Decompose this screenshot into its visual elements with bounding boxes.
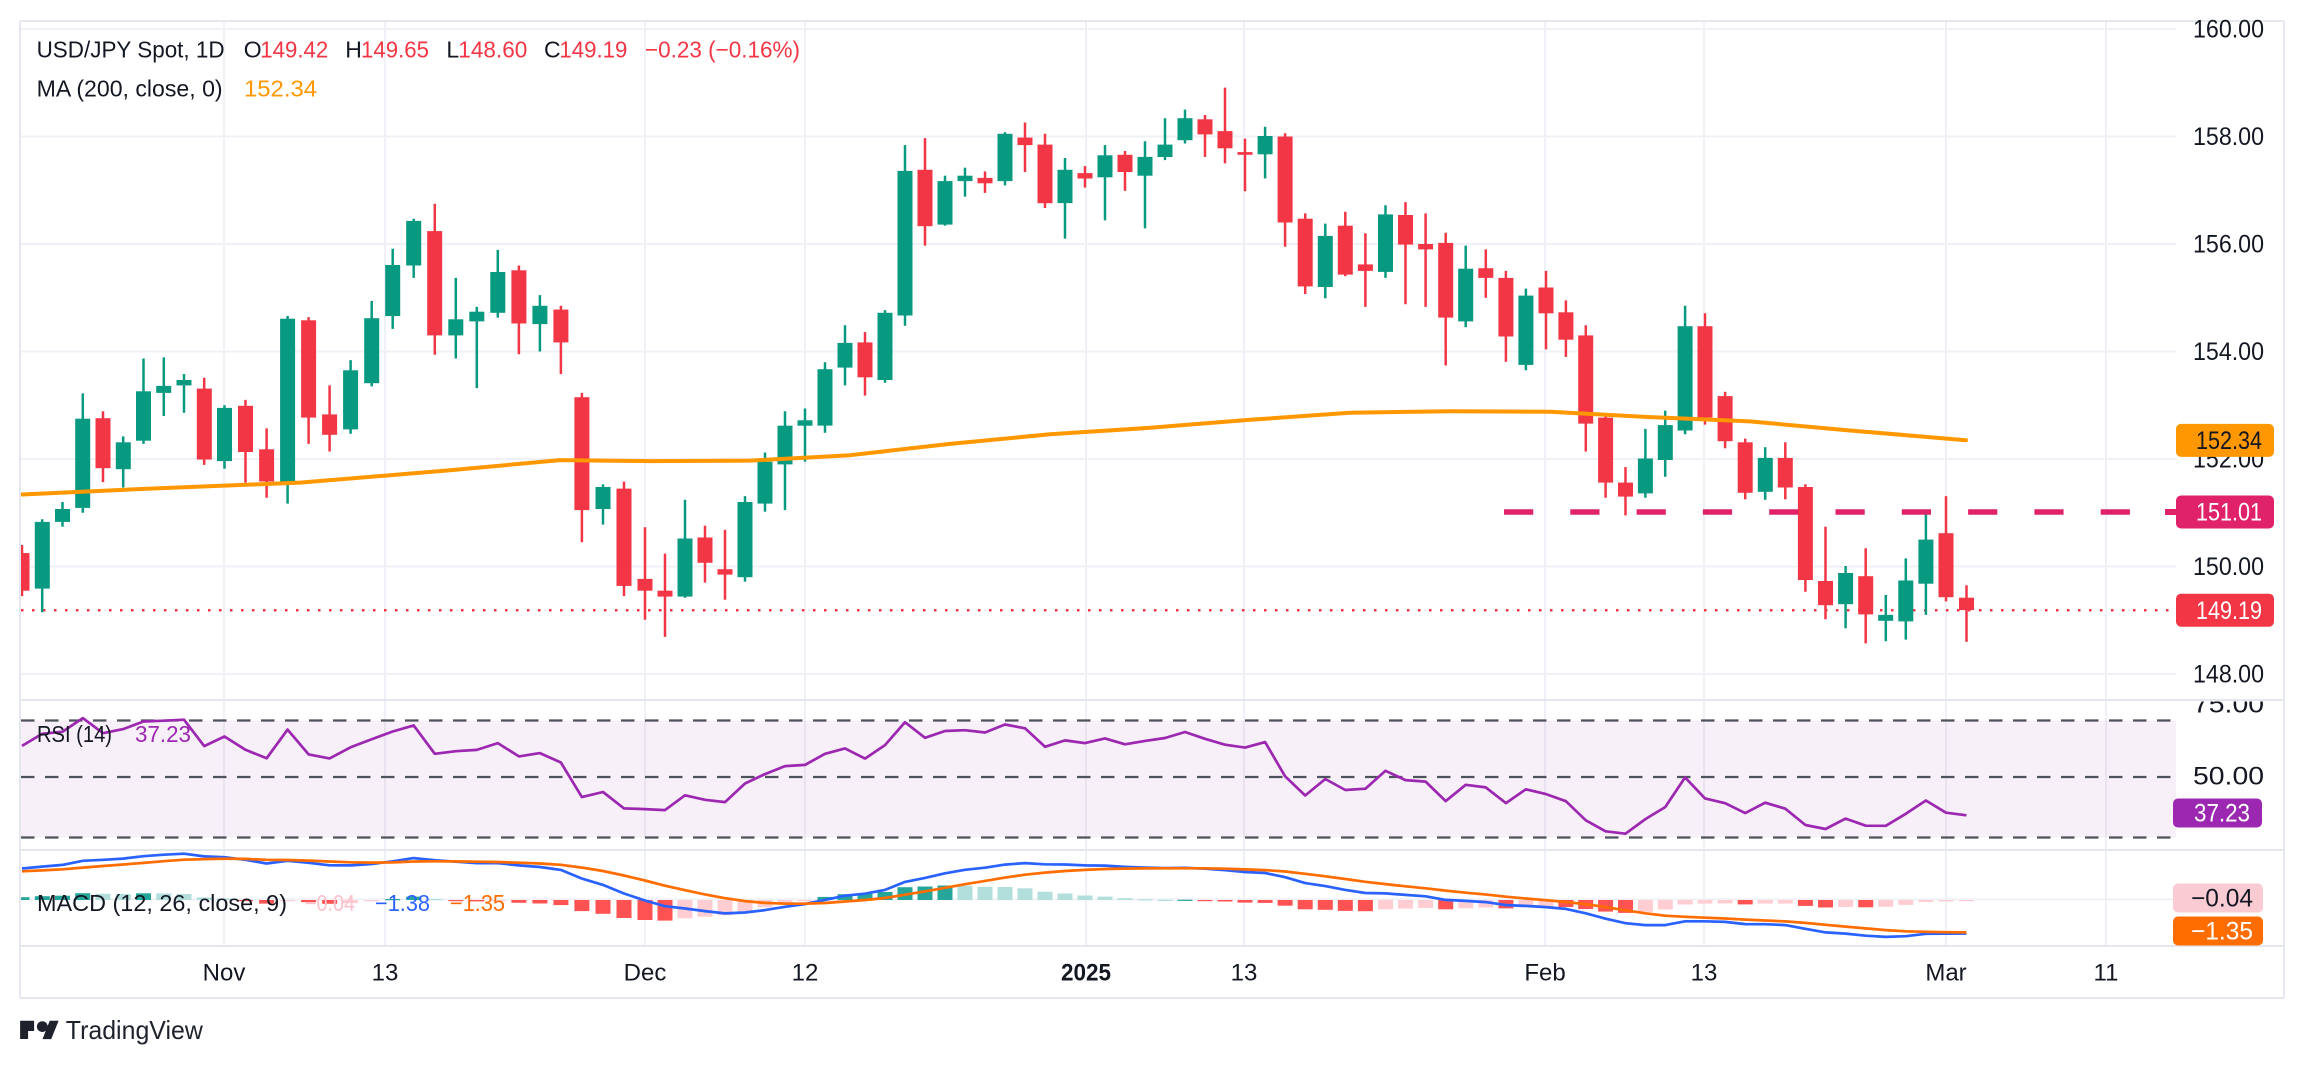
svg-text:RSI (14): RSI (14) xyxy=(37,721,112,747)
svg-text:50.00: 50.00 xyxy=(2193,763,2264,791)
svg-text:11: 11 xyxy=(2094,960,2119,987)
svg-text:H: H xyxy=(345,37,362,63)
svg-text:2025: 2025 xyxy=(1061,960,1111,987)
svg-text:37.23: 37.23 xyxy=(135,721,191,747)
svg-text:Mar: Mar xyxy=(1925,960,1966,987)
svg-text:TradingView: TradingView xyxy=(66,1015,203,1045)
svg-text:USD/JPY Spot, 1D: USD/JPY Spot, 1D xyxy=(37,37,225,63)
svg-text:149.19: 149.19 xyxy=(559,37,627,63)
svg-text:MA (200, close, 0): MA (200, close, 0) xyxy=(37,76,223,102)
svg-text:−1.35: −1.35 xyxy=(2191,918,2253,946)
svg-text:C: C xyxy=(544,37,561,63)
svg-text:Feb: Feb xyxy=(1524,960,1565,987)
svg-text:148.00: 148.00 xyxy=(2193,661,2264,689)
svg-text:13: 13 xyxy=(1231,960,1258,987)
svg-text:37.23: 37.23 xyxy=(2194,800,2250,828)
svg-text:13: 13 xyxy=(1691,960,1718,987)
svg-text:150.00: 150.00 xyxy=(2193,553,2264,581)
svg-text:−0.23 (−0.16%): −0.23 (−0.16%) xyxy=(645,37,800,63)
svg-text:158.00: 158.00 xyxy=(2193,123,2264,151)
svg-text:75.00: 75.00 xyxy=(2193,691,2264,719)
svg-text:149.19: 149.19 xyxy=(2196,597,2262,625)
svg-text:149.65: 149.65 xyxy=(361,37,429,63)
svg-text:13: 13 xyxy=(372,960,399,987)
svg-text:152.34: 152.34 xyxy=(244,76,317,102)
svg-text:−0.04: −0.04 xyxy=(2191,885,2253,913)
svg-text:L: L xyxy=(446,37,459,63)
svg-text:149.42: 149.42 xyxy=(260,37,328,63)
svg-text:151.01: 151.01 xyxy=(2196,499,2262,527)
svg-text:12: 12 xyxy=(792,960,819,987)
svg-text:−0.04: −0.04 xyxy=(305,890,355,916)
svg-text:160.00: 160.00 xyxy=(2193,16,2264,44)
svg-text:152.34: 152.34 xyxy=(2196,427,2262,455)
svg-text:MACD (12, 26, close, 9): MACD (12, 26, close, 9) xyxy=(37,890,287,916)
svg-text:Dec: Dec xyxy=(624,960,667,987)
svg-text:154.00: 154.00 xyxy=(2193,338,2264,366)
svg-text:156.00: 156.00 xyxy=(2193,231,2264,259)
svg-text:−1.38: −1.38 xyxy=(375,890,430,916)
svg-text:O: O xyxy=(244,37,262,63)
svg-text:Nov: Nov xyxy=(203,960,246,987)
svg-text:−1.35: −1.35 xyxy=(450,890,505,916)
svg-text:148.60: 148.60 xyxy=(458,37,527,63)
